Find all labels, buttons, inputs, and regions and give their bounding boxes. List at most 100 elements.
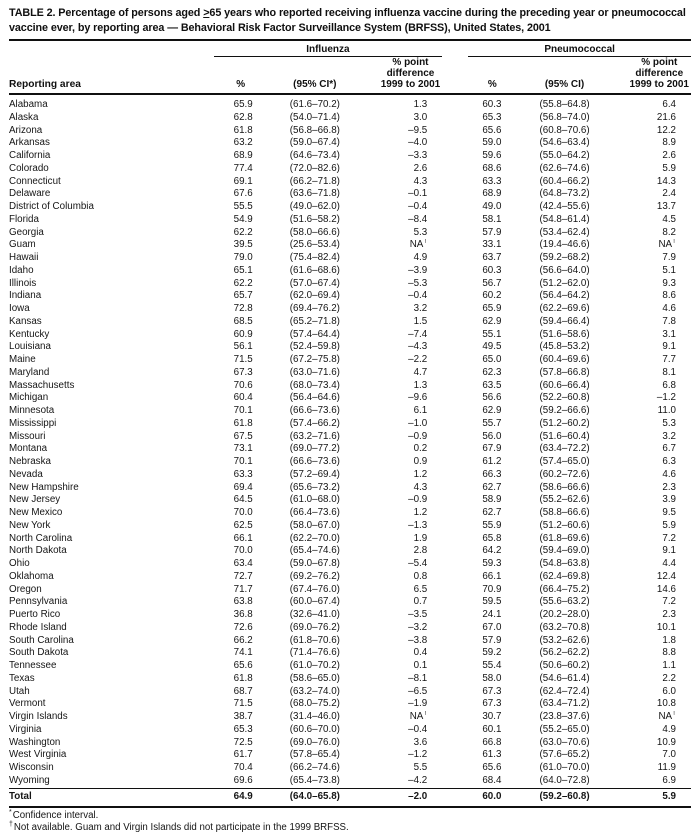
cell-influenza-difference: 0.2 (413, 443, 428, 455)
cell-pneumococcal-difference: 3.1 (662, 328, 676, 340)
diff-line-3: 1999 to 2001 (380, 79, 441, 90)
cell-influenza-difference: 0.8 (413, 570, 428, 582)
cell-pneumococcal-difference: 7.0 (662, 749, 676, 761)
cell-spacer (442, 571, 468, 584)
table-row: District of Columbia 55.5 (49.0–62.0) –0.4 4… (9, 201, 691, 214)
cell-area: Montana (9, 443, 48, 455)
cell-pneumococcal-difference: 5.3 (662, 417, 676, 429)
cell-influenza-ci: (61.6–70.2) (289, 99, 340, 110)
cell-pneumococcal-percent: 65.6 (482, 124, 502, 136)
cell-pneumococcal-difference: 5.1 (662, 264, 676, 276)
table-header: Reporting area Influenza Pneumococcal % … (9, 41, 691, 95)
cell-area: Wisconsin (9, 762, 54, 773)
cell-pneumococcal-percent: 60.3 (482, 264, 502, 276)
dagger-marker: † (672, 239, 676, 245)
cell-influenza-ci: (49.0–62.0) (289, 201, 340, 212)
cell-area: Alaska (9, 111, 39, 123)
cell-spacer (442, 443, 468, 456)
cell-influenza-difference: NA† (409, 239, 428, 251)
cell-pneumococcal-ci: (54.6–63.4) (539, 137, 590, 149)
cell-influenza-difference: 4.9 (413, 252, 428, 263)
cell-influenza-difference: –3.3 (408, 150, 428, 161)
cell-pneumococcal-percent: 33.1 (482, 239, 502, 251)
table-row: California 68.9 (64.6–73.4) –3.3 59.6 (55.0–6… (9, 150, 691, 163)
cell-pneumococcal-ci: (50.6–60.2) (539, 660, 590, 671)
cell-spacer (442, 609, 468, 622)
cell-pneumococcal-difference: 8.1 (662, 366, 676, 378)
cell-pneumococcal-percent: 59.3 (482, 558, 502, 569)
cell-pneumococcal-percent: 63.7 (482, 252, 502, 263)
diff-line-1: % point (392, 57, 429, 68)
cell-spacer (442, 341, 468, 354)
cell-pneumococcal-percent: 68.6 (482, 162, 502, 174)
cell-influenza-ci: (64.6–73.4) (289, 150, 340, 161)
cell-pneumococcal-ci: (60.4–66.2) (539, 175, 590, 187)
cell-influenza-ci: (66.6–73.6) (289, 456, 340, 467)
cell-area: Washington (9, 736, 61, 748)
cell-pneumococcal-ci: (60.8–70.6) (539, 124, 590, 136)
cell-influenza-difference: –1.3 (408, 519, 428, 531)
cell-influenza-ci: (58.0–67.0) (289, 519, 340, 531)
cell-pneumococcal-percent: 55.7 (482, 417, 502, 429)
cell-area: West Virginia (9, 749, 67, 761)
cell-influenza-difference: 1.5 (413, 315, 428, 327)
cell-pneumococcal-ci: (57.6–65.2) (539, 749, 590, 761)
cell-pneumococcal-ci: (56.4–64.2) (539, 290, 590, 302)
cell-influenza-percent: 70.1 (233, 405, 253, 416)
cell-area: Tennessee (9, 660, 57, 671)
table-row: Wisconsin 70.4 (66.2–74.6) 5.5 65.6 (61.0–70.… (9, 762, 691, 775)
cell-pneumococcal-ci: (57.8–66.8) (539, 366, 590, 378)
cell-pneumococcal-ci: (51.2–60.2) (539, 417, 590, 429)
cell-pneumococcal-difference: 12.2 (656, 124, 676, 136)
cell-spacer (442, 290, 468, 303)
cell-influenza-difference: 2.8 (413, 545, 428, 557)
cell-pneumococcal-ci: (60.6–66.4) (539, 379, 590, 391)
cell-pneumococcal-ci: (64.0–72.8) (539, 774, 590, 786)
cell-influenza-difference: –0.1 (408, 188, 428, 200)
cell-spacer (442, 431, 468, 444)
table-row: North Dakota 70.0 (65.4–74.6) 2.8 64.2 (59.4–… (9, 545, 691, 558)
cell-area: Utah (9, 685, 30, 697)
cell-influenza-difference: –6.5 (408, 685, 428, 697)
cell-influenza-difference: –5.3 (408, 277, 428, 289)
cell-influenza-ci: (65.6–73.2) (289, 481, 340, 493)
cell-spacer (442, 354, 468, 367)
cell-influenza-ci: (31.4–46.0) (289, 711, 340, 722)
cell-pneumococcal-difference: 4.4 (662, 558, 676, 569)
cell-pneumococcal-percent: 65.0 (482, 354, 502, 365)
cell-spacer (442, 494, 468, 507)
cell-pneumococcal-difference: 21.6 (656, 111, 676, 123)
cell-area: Maine (9, 354, 36, 365)
cell-influenza-difference: –5.4 (408, 558, 428, 569)
cell-pneumococcal-percent: 62.9 (482, 405, 502, 416)
table-row: Alabama 65.9 (61.6–70.2) 1.3 60.3 (55.8–64.8)… (9, 94, 691, 112)
cell-influenza-difference: 1.3 (413, 379, 428, 391)
cell-pneumococcal-percent: 62.3 (482, 366, 502, 378)
cell-influenza-ci: (56.4–64.6) (289, 392, 340, 404)
cell-spacer (442, 545, 468, 558)
cell-pneumococcal-percent: 59.0 (482, 137, 502, 149)
cell-area: New York (9, 519, 51, 531)
cell-area: Louisiana (9, 341, 51, 353)
cell-pneumococcal-difference: 6.4 (662, 99, 676, 110)
cell-influenza-difference: 1.2 (413, 468, 428, 480)
cell-pneumococcal-percent: 67.9 (482, 443, 502, 455)
table-row: North Carolina 66.1 (62.2–70.0) 1.9 65.8 (61.… (9, 533, 691, 546)
table-row: Georgia 62.2 (58.0–66.6) 5.3 57.9 (53.4–62.4)… (9, 227, 691, 240)
cell-pneumococcal-difference: 10.8 (656, 698, 676, 710)
cell-pneumococcal-ci: (58.6–66.6) (539, 481, 590, 493)
table-row: Iowa 72.8 (69.4–76.2) 3.2 65.9 (62.2–69.6) 4.6 (9, 303, 691, 316)
cell-influenza-percent: 70.0 (233, 507, 253, 518)
cell-influenza-difference: –2.2 (408, 354, 428, 365)
cell-area: Arkansas (9, 137, 50, 149)
cell-pneumococcal-ci: (42.4–55.6) (539, 201, 590, 212)
cell-spacer (442, 520, 468, 533)
cell-spacer (442, 673, 468, 686)
cell-pneumococcal-difference: 7.7 (662, 354, 676, 365)
cell-influenza-difference: 1.3 (413, 99, 428, 110)
cell-pneumococcal-ci: (64.8–73.2) (539, 188, 590, 200)
cell-spacer (442, 329, 468, 342)
cell-area: Virgin Islands (9, 711, 68, 722)
cell-spacer (442, 418, 468, 431)
cell-influenza-percent: 54.9 (233, 213, 253, 225)
